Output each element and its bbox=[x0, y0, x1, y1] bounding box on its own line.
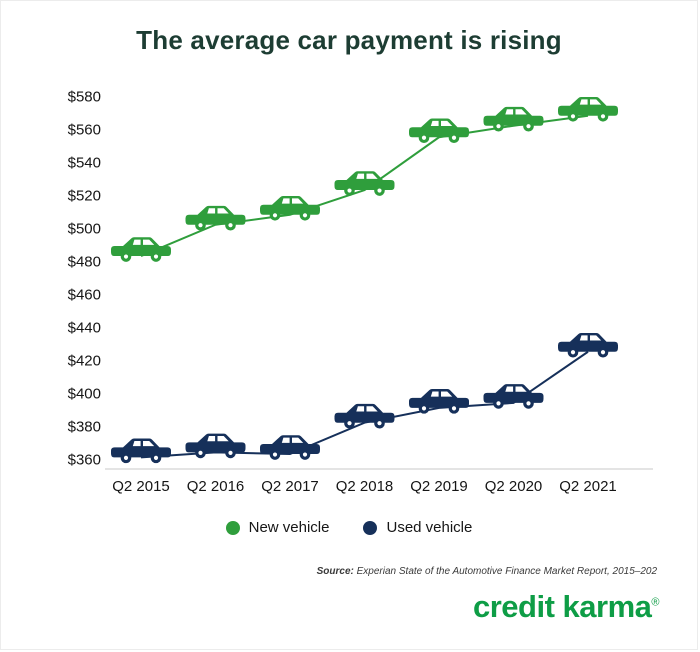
y-axis-label: $400 bbox=[68, 386, 101, 403]
source-prefix: Source: bbox=[316, 566, 354, 577]
new-vehicle-car-icon bbox=[409, 118, 469, 144]
used-vehicle-car-icon bbox=[111, 438, 171, 464]
chart-legend: New vehicle Used vehicle bbox=[1, 519, 697, 536]
y-axis-label: $360 bbox=[68, 452, 101, 469]
source-note: Source: Experian State of the Automotive… bbox=[1, 566, 657, 577]
y-axis-label: $560 bbox=[68, 122, 101, 139]
y-axis-label: $540 bbox=[68, 155, 101, 172]
legend-item-used-vehicle: Used vehicle bbox=[363, 519, 472, 536]
y-axis-label: $580 bbox=[68, 89, 101, 106]
legend-label-new-vehicle: New vehicle bbox=[248, 519, 330, 536]
y-axis-label: $480 bbox=[68, 254, 101, 271]
y-axis-label: $500 bbox=[68, 221, 101, 238]
new-vehicle-car-icon bbox=[185, 205, 246, 231]
y-axis-label: $420 bbox=[68, 353, 101, 370]
used-vehicle-dot-icon bbox=[363, 520, 378, 535]
y-axis-label: $460 bbox=[68, 287, 101, 304]
used-vehicle-car-icon bbox=[558, 332, 618, 358]
credit-karma-logo: credit karma® bbox=[1, 589, 659, 625]
used-vehicle-car-icon bbox=[260, 435, 320, 460]
legend-item-new-vehicle: New vehicle bbox=[225, 519, 330, 536]
used-vehicle-car-icon bbox=[334, 403, 395, 429]
chart-title: The average car payment is rising bbox=[136, 25, 562, 55]
logo-text: credit karma bbox=[473, 589, 652, 624]
legend-label-used-vehicle: Used vehicle bbox=[386, 519, 473, 536]
source-text: Experian State of the Automotive Finance… bbox=[353, 566, 657, 577]
x-axis-label: Q2 2020 bbox=[485, 478, 543, 495]
new-vehicle-dot-icon bbox=[225, 520, 240, 535]
new-vehicle-car-icon bbox=[334, 171, 395, 196]
car-payment-line-chart: $580 $560 $540 $520 $500 $480 $460 $440 $420 $400… bbox=[68, 89, 653, 495]
x-axis-label: Q2 2019 bbox=[410, 478, 468, 495]
new-vehicle-car-icon bbox=[111, 237, 171, 262]
new-vehicle-car-icon bbox=[260, 196, 320, 221]
y-axis-label: $380 bbox=[68, 419, 101, 436]
new-vehicle-car-icon bbox=[483, 106, 544, 132]
x-axis-label: Q2 2015 bbox=[112, 478, 170, 495]
x-axis-label: Q2 2018 bbox=[336, 478, 394, 495]
registered-mark: ® bbox=[651, 596, 659, 609]
x-axis-label: Q2 2021 bbox=[559, 478, 617, 495]
used-vehicle-car-icon bbox=[409, 389, 469, 414]
x-axis-label: Q2 2017 bbox=[261, 478, 319, 495]
used-vehicle-car-icon bbox=[483, 384, 544, 409]
y-axis-label: $520 bbox=[68, 188, 101, 205]
new-vehicle-car-icon bbox=[558, 97, 618, 122]
used-vehicle-car-icon bbox=[185, 433, 246, 459]
y-axis-label: $440 bbox=[68, 320, 101, 337]
x-axis-label: Q2 2016 bbox=[187, 478, 245, 495]
